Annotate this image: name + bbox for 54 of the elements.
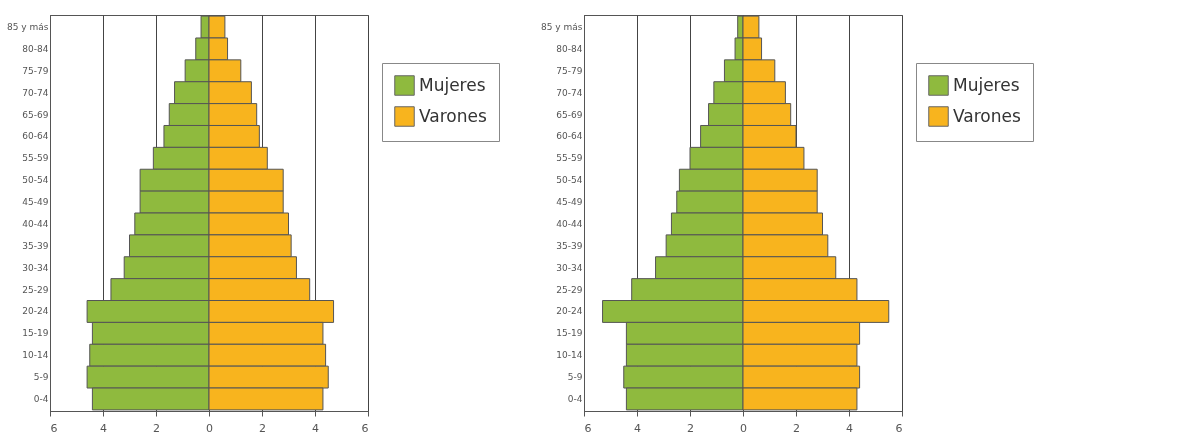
x-tick-label: 6 xyxy=(895,421,903,435)
y-tick-label: 45-49 xyxy=(556,197,583,208)
y-tick-label: 55-59 xyxy=(22,153,49,164)
x-tick-label: 4 xyxy=(846,421,853,435)
y-tick-label: 0-4 xyxy=(33,393,49,404)
y-tick-label: 35-39 xyxy=(556,240,583,251)
y-tick-label: 20-24 xyxy=(556,306,583,317)
y-tick-label: 75-79 xyxy=(556,65,583,76)
legend-label: Varones xyxy=(953,105,1021,126)
y-tick-label: 80-84 xyxy=(556,43,583,54)
x-tick-label: 2 xyxy=(793,421,800,435)
y-tick-label: 40-44 xyxy=(22,218,49,229)
y-tick-label: 20-24 xyxy=(22,306,49,317)
y-tick-label: 70-74 xyxy=(556,87,583,98)
x-tick-label: 2 xyxy=(687,421,694,435)
x-tick-label: 0 xyxy=(206,421,213,435)
y-tick-label: 65-69 xyxy=(22,109,49,120)
y-tick-label: 25-29 xyxy=(556,284,583,295)
x-tick-label: 2 xyxy=(153,421,160,435)
x-tick-label: 0 xyxy=(740,421,747,435)
y-tick-label: 50-54 xyxy=(22,175,49,186)
y-tick-label: 85 y más xyxy=(541,22,583,33)
x-tick-label: 4 xyxy=(312,421,319,435)
y-tick-label: 40-44 xyxy=(556,218,583,229)
x-tick-label: 4 xyxy=(100,421,107,435)
y-tick-label: 55-59 xyxy=(556,153,583,164)
y-tick-label: 60-64 xyxy=(556,131,583,142)
y-tick-label: 15-19 xyxy=(22,328,49,339)
x-tick-label: 6 xyxy=(361,421,369,435)
y-tick-label: 45-49 xyxy=(22,197,49,208)
legend-label: Varones xyxy=(419,105,487,126)
y-tick-label: 5-9 xyxy=(567,372,583,383)
y-tick-label: 10-14 xyxy=(22,350,49,361)
y-tick-label: 0-4 xyxy=(567,393,583,404)
x-tick-label: 6 xyxy=(584,421,592,435)
y-tick-label: 30-34 xyxy=(556,262,583,273)
y-tick-label: 30-34 xyxy=(22,262,49,273)
x-tick-label: 2 xyxy=(259,421,266,435)
y-tick-label: 80-84 xyxy=(22,43,49,54)
y-tick-label: 70-74 xyxy=(22,87,49,98)
y-tick-label: 65-69 xyxy=(556,109,583,120)
y-tick-label: 35-39 xyxy=(22,240,49,251)
y-tick-label: 5-9 xyxy=(33,372,49,383)
y-tick-label: 25-29 xyxy=(22,284,49,295)
y-tick-label: 75-79 xyxy=(22,65,49,76)
y-tick-label: 85 y más xyxy=(7,22,49,33)
legend-label: Mujeres xyxy=(953,74,1020,95)
x-tick-label: 4 xyxy=(634,421,641,435)
y-tick-label: 50-54 xyxy=(556,175,583,186)
x-tick-label: 6 xyxy=(50,421,58,435)
y-tick-label: 15-19 xyxy=(556,328,583,339)
legend-label: Mujeres xyxy=(419,74,486,95)
y-tick-label: 60-64 xyxy=(22,131,49,142)
y-tick-label: 10-14 xyxy=(556,350,583,361)
